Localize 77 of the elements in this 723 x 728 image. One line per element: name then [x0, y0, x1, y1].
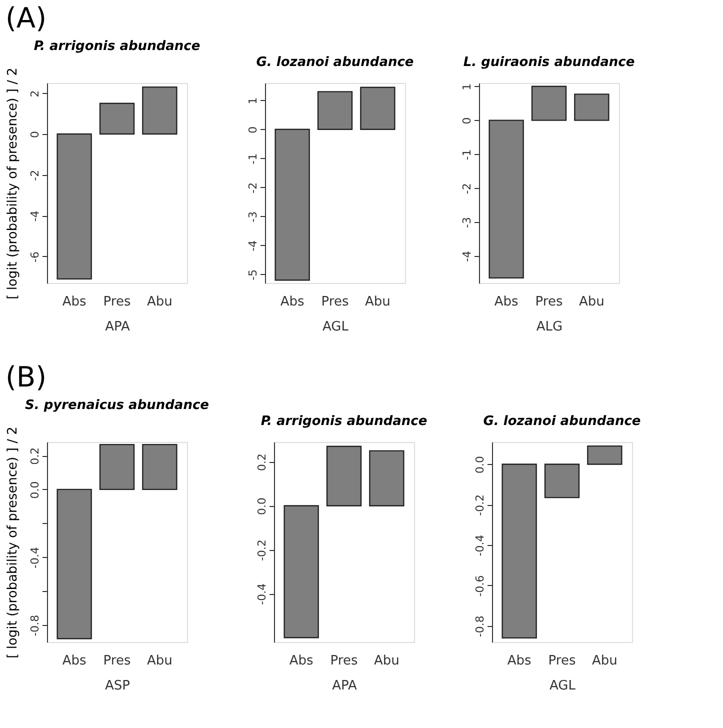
bar	[284, 505, 319, 638]
x-tick-label: Abs	[507, 654, 532, 668]
y-tick-label: -1	[460, 149, 474, 160]
bar	[99, 102, 135, 135]
y-tick-label: -2	[246, 182, 260, 194]
y-tick-label: -0.8	[474, 616, 486, 638]
x-tick-label: Abs	[62, 294, 86, 310]
bar	[531, 86, 567, 121]
y-tick-label: 2	[28, 90, 42, 98]
x-tick-label: Abs	[280, 294, 304, 310]
x-axis-title: AGL	[550, 678, 576, 694]
y-axis-title: [ logit (probability of presence) ] / 2	[6, 426, 20, 658]
y-tick-label: -3	[246, 211, 260, 222]
y-tick-label: -4	[246, 240, 260, 252]
x-axis-title: APA	[105, 320, 130, 334]
x-tick-label: Abu	[146, 654, 172, 668]
bar	[142, 86, 178, 135]
y-tick-label: -2	[28, 170, 42, 181]
x-tick-label: Pres	[321, 294, 349, 310]
y-tick-label: -1	[246, 153, 260, 164]
bar	[326, 446, 362, 506]
x-tick-label: Pres	[103, 654, 131, 668]
bar	[369, 450, 404, 506]
y-tick-label: -0.8	[28, 614, 42, 636]
y-tick-label: -0.4	[28, 547, 42, 568]
x-axis-title: ALG	[536, 320, 563, 334]
y-tick-label: -0.2	[474, 494, 486, 516]
text: (A)	[6, 2, 47, 35]
x-tick-label: Abu	[592, 654, 618, 668]
x-tick-label: Abs	[62, 654, 86, 668]
y-tick-label: 1	[246, 97, 260, 104]
y-tick-label: 0	[460, 117, 474, 124]
x-tick-label: Abs	[289, 654, 314, 668]
y-tick-label: -0.2	[256, 539, 268, 561]
y-tick-label: -0.4	[256, 583, 268, 605]
chart-title: S. pyrenaicus abundance	[25, 398, 210, 414]
y-tick-label: 0	[28, 131, 42, 138]
x-tick-label: Pres	[548, 654, 576, 668]
bar	[360, 86, 396, 130]
bar	[488, 120, 524, 279]
y-tick-label: -4	[28, 210, 42, 222]
x-tick-label: Pres	[535, 294, 563, 310]
y-tick-label: 0	[246, 126, 260, 134]
y-axis-title: [ logit (probability of presence) ] / 2	[6, 68, 20, 300]
y-tick-label: 0.0	[28, 481, 42, 499]
bar	[56, 133, 92, 280]
chart-title: L. guiraonis abundance	[463, 54, 635, 70]
x-tick-label: Abu	[146, 294, 172, 310]
chart-title: P. arrigonis abundance	[260, 414, 428, 429]
x-tick-label: Pres	[330, 654, 358, 668]
y-tick-label: 0.2	[28, 447, 42, 465]
x-tick-label: Abu	[364, 294, 390, 310]
x-axis-title: APA	[332, 678, 357, 694]
y-tick-label: -0.6	[474, 575, 486, 597]
x-tick-label: Abu	[374, 654, 400, 668]
text: (B)	[6, 360, 47, 394]
y-tick-label: -4	[460, 250, 474, 262]
y-tick-label: 0.2	[256, 454, 268, 472]
chart-title: G. lozanoi abundance	[483, 414, 641, 429]
bar	[317, 91, 353, 130]
y-tick-label: -5	[246, 269, 260, 280]
y-tick-label: -2	[460, 183, 474, 194]
x-tick-label: Abs	[494, 294, 518, 310]
bar	[574, 94, 610, 121]
y-tick-label: 1	[460, 83, 474, 90]
bar	[274, 128, 310, 281]
chart-title: P. arrigonis abundance	[34, 39, 200, 54]
x-tick-label: Pres	[103, 294, 131, 310]
chart-title: G. lozanoi abundance	[256, 55, 414, 70]
x-axis-title: ASP	[105, 678, 130, 694]
y-tick-label: 0.0	[256, 497, 268, 515]
x-tick-label: Abu	[578, 294, 604, 310]
x-axis-title: AGL	[322, 320, 350, 334]
y-tick-label: 0.0	[474, 456, 486, 474]
y-tick-label: -3	[460, 217, 474, 228]
y-tick-label: -0.4	[474, 534, 486, 556]
y-tick-label: -6	[28, 251, 42, 262]
